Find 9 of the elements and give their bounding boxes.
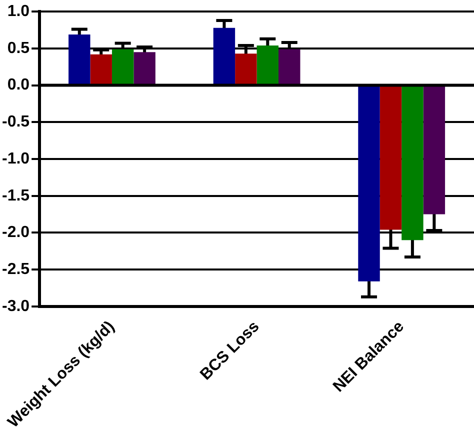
y-tick-label: -1.5	[2, 187, 30, 204]
y-tick-label: -2.5	[2, 260, 30, 278]
y-tick-label: 0.0	[7, 76, 30, 94]
y-tick-label: 0.5	[7, 40, 30, 57]
y-tick-label: -1.0	[2, 150, 30, 168]
y-tick-label: 1.0	[7, 3, 30, 20]
y-tick-label: -2.0	[2, 224, 30, 242]
y-tick-label: -3.0	[2, 298, 30, 315]
y-tick-label: -0.5	[2, 114, 30, 131]
